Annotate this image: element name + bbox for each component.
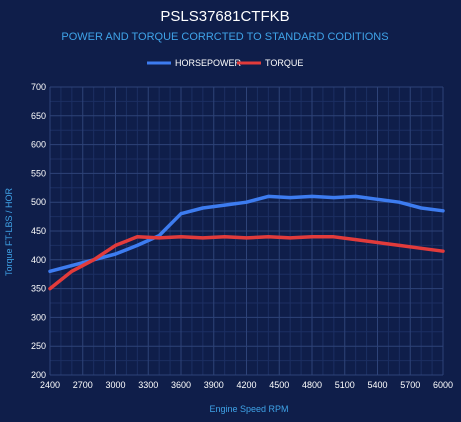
grid: [49, 86, 444, 376]
x-tick-label: 5400: [367, 380, 387, 390]
x-tick-label: 5700: [400, 380, 420, 390]
y-tick-label: 400: [31, 255, 46, 265]
x-tick-label: 6000: [433, 380, 453, 390]
x-tick-label: 3300: [138, 380, 158, 390]
x-tick-label: 2400: [40, 380, 60, 390]
series-line-horsepower[interactable]: [48, 194, 445, 274]
tick-labels: 2400 2700 3000 3300 3600 3900 4200 4500 4800 5100…: [31, 82, 453, 390]
y-tick-label: 250: [31, 341, 46, 351]
legend: HORSEPOWER TORQUE: [147, 58, 303, 68]
x-tick-label: 4500: [269, 380, 289, 390]
chart-subtitle: POWER AND TORQUE CORRCTED TO STANDARD CO…: [61, 31, 388, 43]
legend-horsepower-label[interactable]: HORSEPOWER: [175, 58, 242, 68]
y-tick-label: 350: [31, 284, 46, 294]
x-tick-label: 3600: [171, 380, 191, 390]
y-tick-label: 200: [31, 370, 46, 380]
x-axis-title: Engine Speed RPM: [209, 404, 288, 414]
x-tick-label: 4200: [236, 380, 256, 390]
x-tick-label: 5100: [335, 380, 355, 390]
x-tick-label: 2700: [73, 380, 93, 390]
y-tick-label: 650: [31, 111, 46, 121]
y-tick-label: 550: [31, 168, 46, 178]
y-tick-label: 600: [31, 140, 46, 150]
series-lines: [48, 194, 445, 291]
x-tick-label: 3900: [204, 380, 224, 390]
y-tick-label: 700: [31, 82, 46, 92]
y-tick-label: 500: [31, 197, 46, 207]
chart-title: PSLS37681CTFKB: [160, 8, 289, 25]
x-tick-label: 4800: [302, 380, 322, 390]
x-tick-label: 3000: [105, 380, 125, 390]
y-tick-label: 300: [31, 312, 46, 322]
y-axis-title: Torque FT-LBS / HOR: [4, 187, 14, 276]
series-line-torque[interactable]: [48, 235, 445, 291]
legend-torque-label[interactable]: TORQUE: [265, 58, 303, 68]
y-tick-label: 450: [31, 226, 46, 236]
